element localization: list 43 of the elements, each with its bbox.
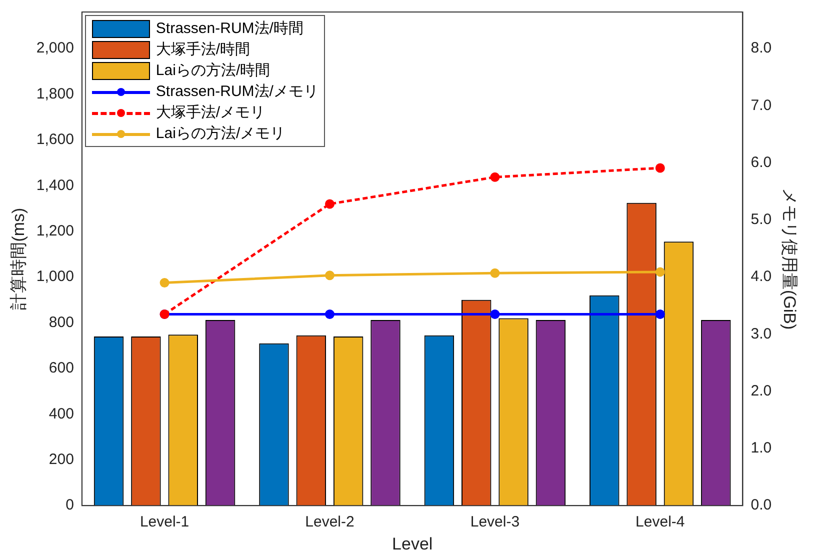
point [160,278,170,288]
legend-label: 大塚手法/時間 [156,40,250,60]
x-tick-label: Level-3 [470,514,520,531]
y2-tick-label: 7.0 [750,96,772,114]
y2-tick-label: 6.0 [750,154,772,171]
x-tick-label: Level-1 [140,514,190,531]
y-tick-label: 200 [48,451,74,468]
y-tick-label: 600 [48,360,74,377]
y2-tick-label: 3.0 [750,325,772,342]
legend-label: Laiらの方法/時間 [156,61,270,81]
point [655,267,665,277]
y-tick-label: 1,800 [36,85,74,102]
point [490,172,500,182]
point [490,268,500,278]
y-tick-label: 400 [48,405,74,422]
y-axis-title: 計算時間(ms) [8,208,28,310]
y-tick-label: 1,200 [36,222,74,240]
x-tick-label: Level-4 [636,514,685,531]
x-tick-label: Level-2 [305,514,354,531]
y-tick-label: 0 [66,496,74,514]
y-tick-label: 1,400 [36,176,74,194]
y-tick-label: 800 [48,314,74,331]
y2-tick-label: 1.0 [750,440,772,457]
y2-tick-label: 2.0 [750,382,772,400]
legend-label: 大塚手法/メモリ [156,103,266,123]
point [655,163,665,173]
y2-tick-label: 5.0 [750,211,772,228]
point [324,309,334,319]
legend-label: Laiらの方法/メモリ [156,124,286,144]
y2-tick-label: 8.0 [750,40,772,57]
y-tick-label: 1,000 [36,268,74,286]
point [324,199,334,209]
y2-axis-title: メモリ使用量(GiB) [780,188,800,330]
y-tick-label: 1,600 [36,131,74,148]
y2-tick-label: 0.0 [750,496,772,514]
legend-label: Strassen-RUM法/メモリ [156,82,318,102]
x-axis-title: Level [392,534,433,554]
point [324,270,334,280]
point [655,309,665,319]
y-tick-label: 2,000 [36,40,74,57]
point [490,309,500,319]
legend-label: Strassen-RUM法/時間 [156,19,304,39]
y2-tick-label: 4.0 [750,268,772,286]
